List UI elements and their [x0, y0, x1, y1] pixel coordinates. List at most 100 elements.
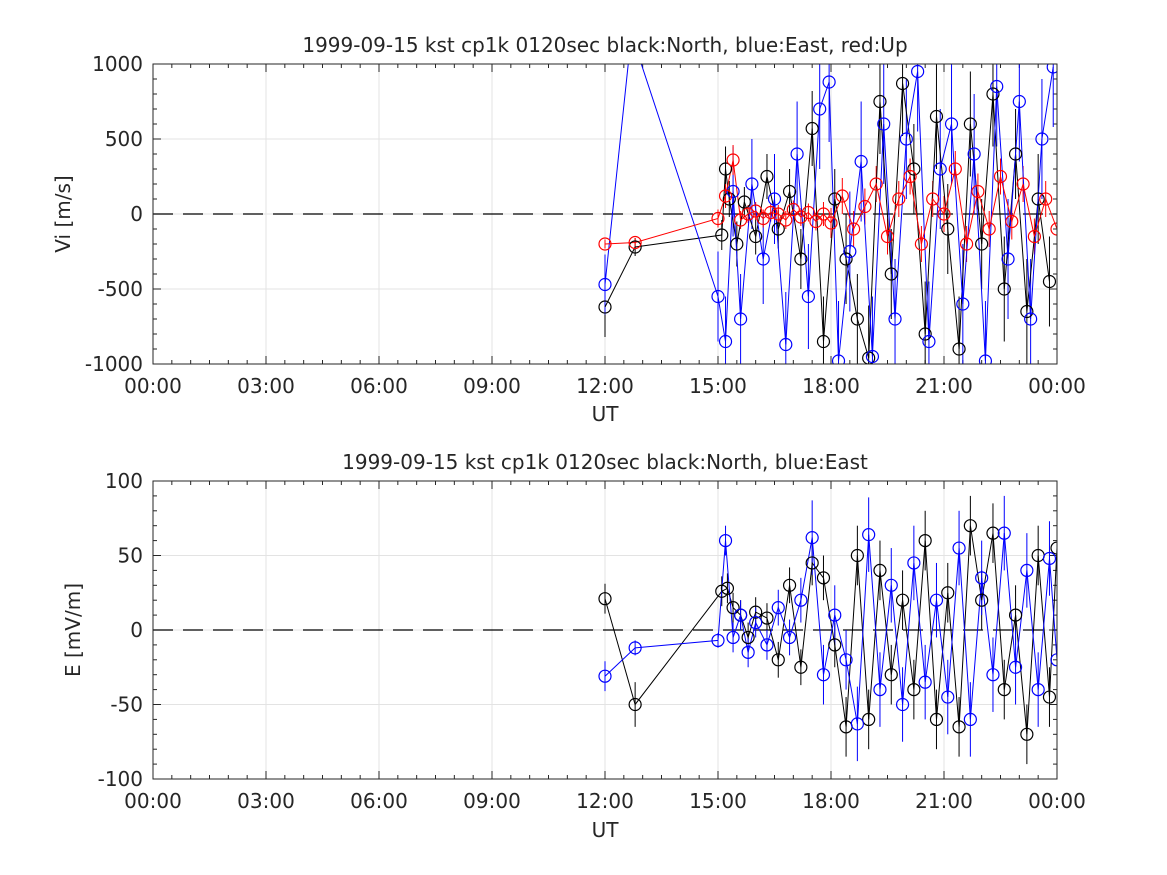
north-point — [895, 593, 910, 607]
y-tick-label: 100 — [105, 469, 143, 493]
north-point — [997, 282, 1011, 296]
up-point — [1027, 229, 1042, 244]
north-point — [1042, 690, 1057, 704]
x-tick-label: 00:00 — [1028, 374, 1086, 398]
north-point — [1031, 192, 1045, 206]
east-point — [756, 252, 770, 266]
east-point — [865, 349, 880, 364]
efield-series-lines — [604, 525, 1057, 735]
velocity-y-tick-labels: -1000 -500 0 500 1000 — [85, 52, 143, 376]
east-point — [1008, 660, 1023, 674]
up-point — [993, 169, 1008, 184]
efield-y-tick-labels: -100 -50 0 50 100 — [98, 469, 143, 791]
east-point — [831, 354, 846, 364]
east-point — [726, 184, 740, 199]
x-tick-label: 12:00 — [576, 374, 634, 398]
y-tick-label: 50 — [118, 544, 143, 568]
north-point — [873, 563, 887, 578]
velocity-markers — [598, 64, 1057, 364]
x-tick-label: 21:00 — [915, 789, 973, 813]
north-point — [760, 169, 774, 184]
efield-y-axis-label: E [mV/m] — [61, 583, 85, 677]
east-point — [944, 117, 959, 131]
efield-chart-title: 1999-09-15 kst cp1k 0120sec black:North,… — [342, 450, 868, 474]
east-point — [822, 75, 836, 89]
north-point — [929, 109, 944, 124]
east-point — [929, 593, 944, 607]
east-point — [1050, 653, 1057, 667]
up-point — [1016, 177, 1030, 191]
north-point — [895, 76, 910, 91]
east-point — [813, 102, 827, 116]
y-tick-label: 0 — [130, 618, 143, 642]
north-point — [771, 653, 785, 667]
north-point — [952, 342, 966, 356]
up-point — [846, 222, 861, 236]
up-point — [816, 207, 831, 221]
x-tick-label: 03:00 — [237, 789, 295, 813]
north-point — [726, 601, 740, 615]
efield-markers — [598, 519, 1057, 741]
x-tick-label: 18:00 — [802, 374, 860, 398]
x-tick-label: 00:00 — [124, 374, 182, 398]
north-point — [975, 593, 989, 607]
north-point — [741, 630, 755, 645]
east-point — [843, 244, 857, 259]
east-point — [733, 608, 748, 622]
up-point — [809, 214, 823, 229]
east-point — [1035, 132, 1049, 146]
north-point — [918, 327, 932, 341]
north-point — [873, 94, 887, 109]
up-point — [858, 199, 872, 214]
north-point — [907, 162, 921, 176]
north-point — [850, 548, 864, 563]
east-point — [850, 717, 864, 731]
up-point — [835, 189, 849, 203]
north-point — [816, 334, 831, 349]
east-point — [1020, 563, 1034, 578]
north-point — [816, 571, 831, 585]
east-point — [726, 630, 740, 645]
north-point — [997, 682, 1011, 697]
east-point — [782, 630, 797, 645]
x-tick-label: 09:00 — [463, 374, 521, 398]
north-point — [839, 252, 853, 266]
east-point — [877, 117, 891, 131]
east-point — [967, 147, 981, 161]
east-point — [745, 177, 759, 191]
east-point — [990, 79, 1004, 94]
up-point — [892, 192, 906, 206]
north-point — [730, 237, 744, 251]
velocity-panel: 00:00 03:00 06:00 09:00 12:00 15:00 18:00 21:00… — [51, 33, 1086, 426]
east-point — [1024, 312, 1038, 326]
up-point — [1050, 222, 1057, 236]
north-point — [782, 578, 797, 592]
north-point — [941, 222, 955, 236]
north-point — [828, 192, 842, 206]
east-point — [711, 289, 725, 304]
north-point — [722, 192, 736, 206]
north-point — [986, 87, 1000, 101]
electric-field-panel: 00:00 03:00 06:00 09:00 12:00 15:00 18:00 21:00… — [61, 450, 1086, 842]
east-point — [1031, 682, 1045, 697]
up-point — [914, 237, 929, 251]
east-point — [862, 528, 876, 542]
east-point — [779, 337, 793, 352]
east-point — [873, 682, 887, 697]
east-point — [718, 334, 733, 349]
east-point — [711, 633, 725, 648]
efield-x-tick-labels: 00:00 03:00 06:00 09:00 12:00 15:00 18:00 21:00… — [124, 789, 1086, 813]
y-tick-label: 500 — [105, 127, 143, 151]
up-point — [786, 202, 800, 217]
x-tick-label: 09:00 — [463, 789, 521, 813]
east-point — [911, 64, 925, 79]
up-point — [726, 153, 740, 167]
up-point — [869, 177, 883, 191]
north-point — [718, 162, 733, 176]
up-point — [628, 235, 642, 250]
east-point — [907, 556, 921, 570]
east-point — [918, 675, 932, 689]
north-point — [720, 581, 735, 595]
north-point — [628, 240, 642, 254]
north-point — [1008, 608, 1023, 622]
